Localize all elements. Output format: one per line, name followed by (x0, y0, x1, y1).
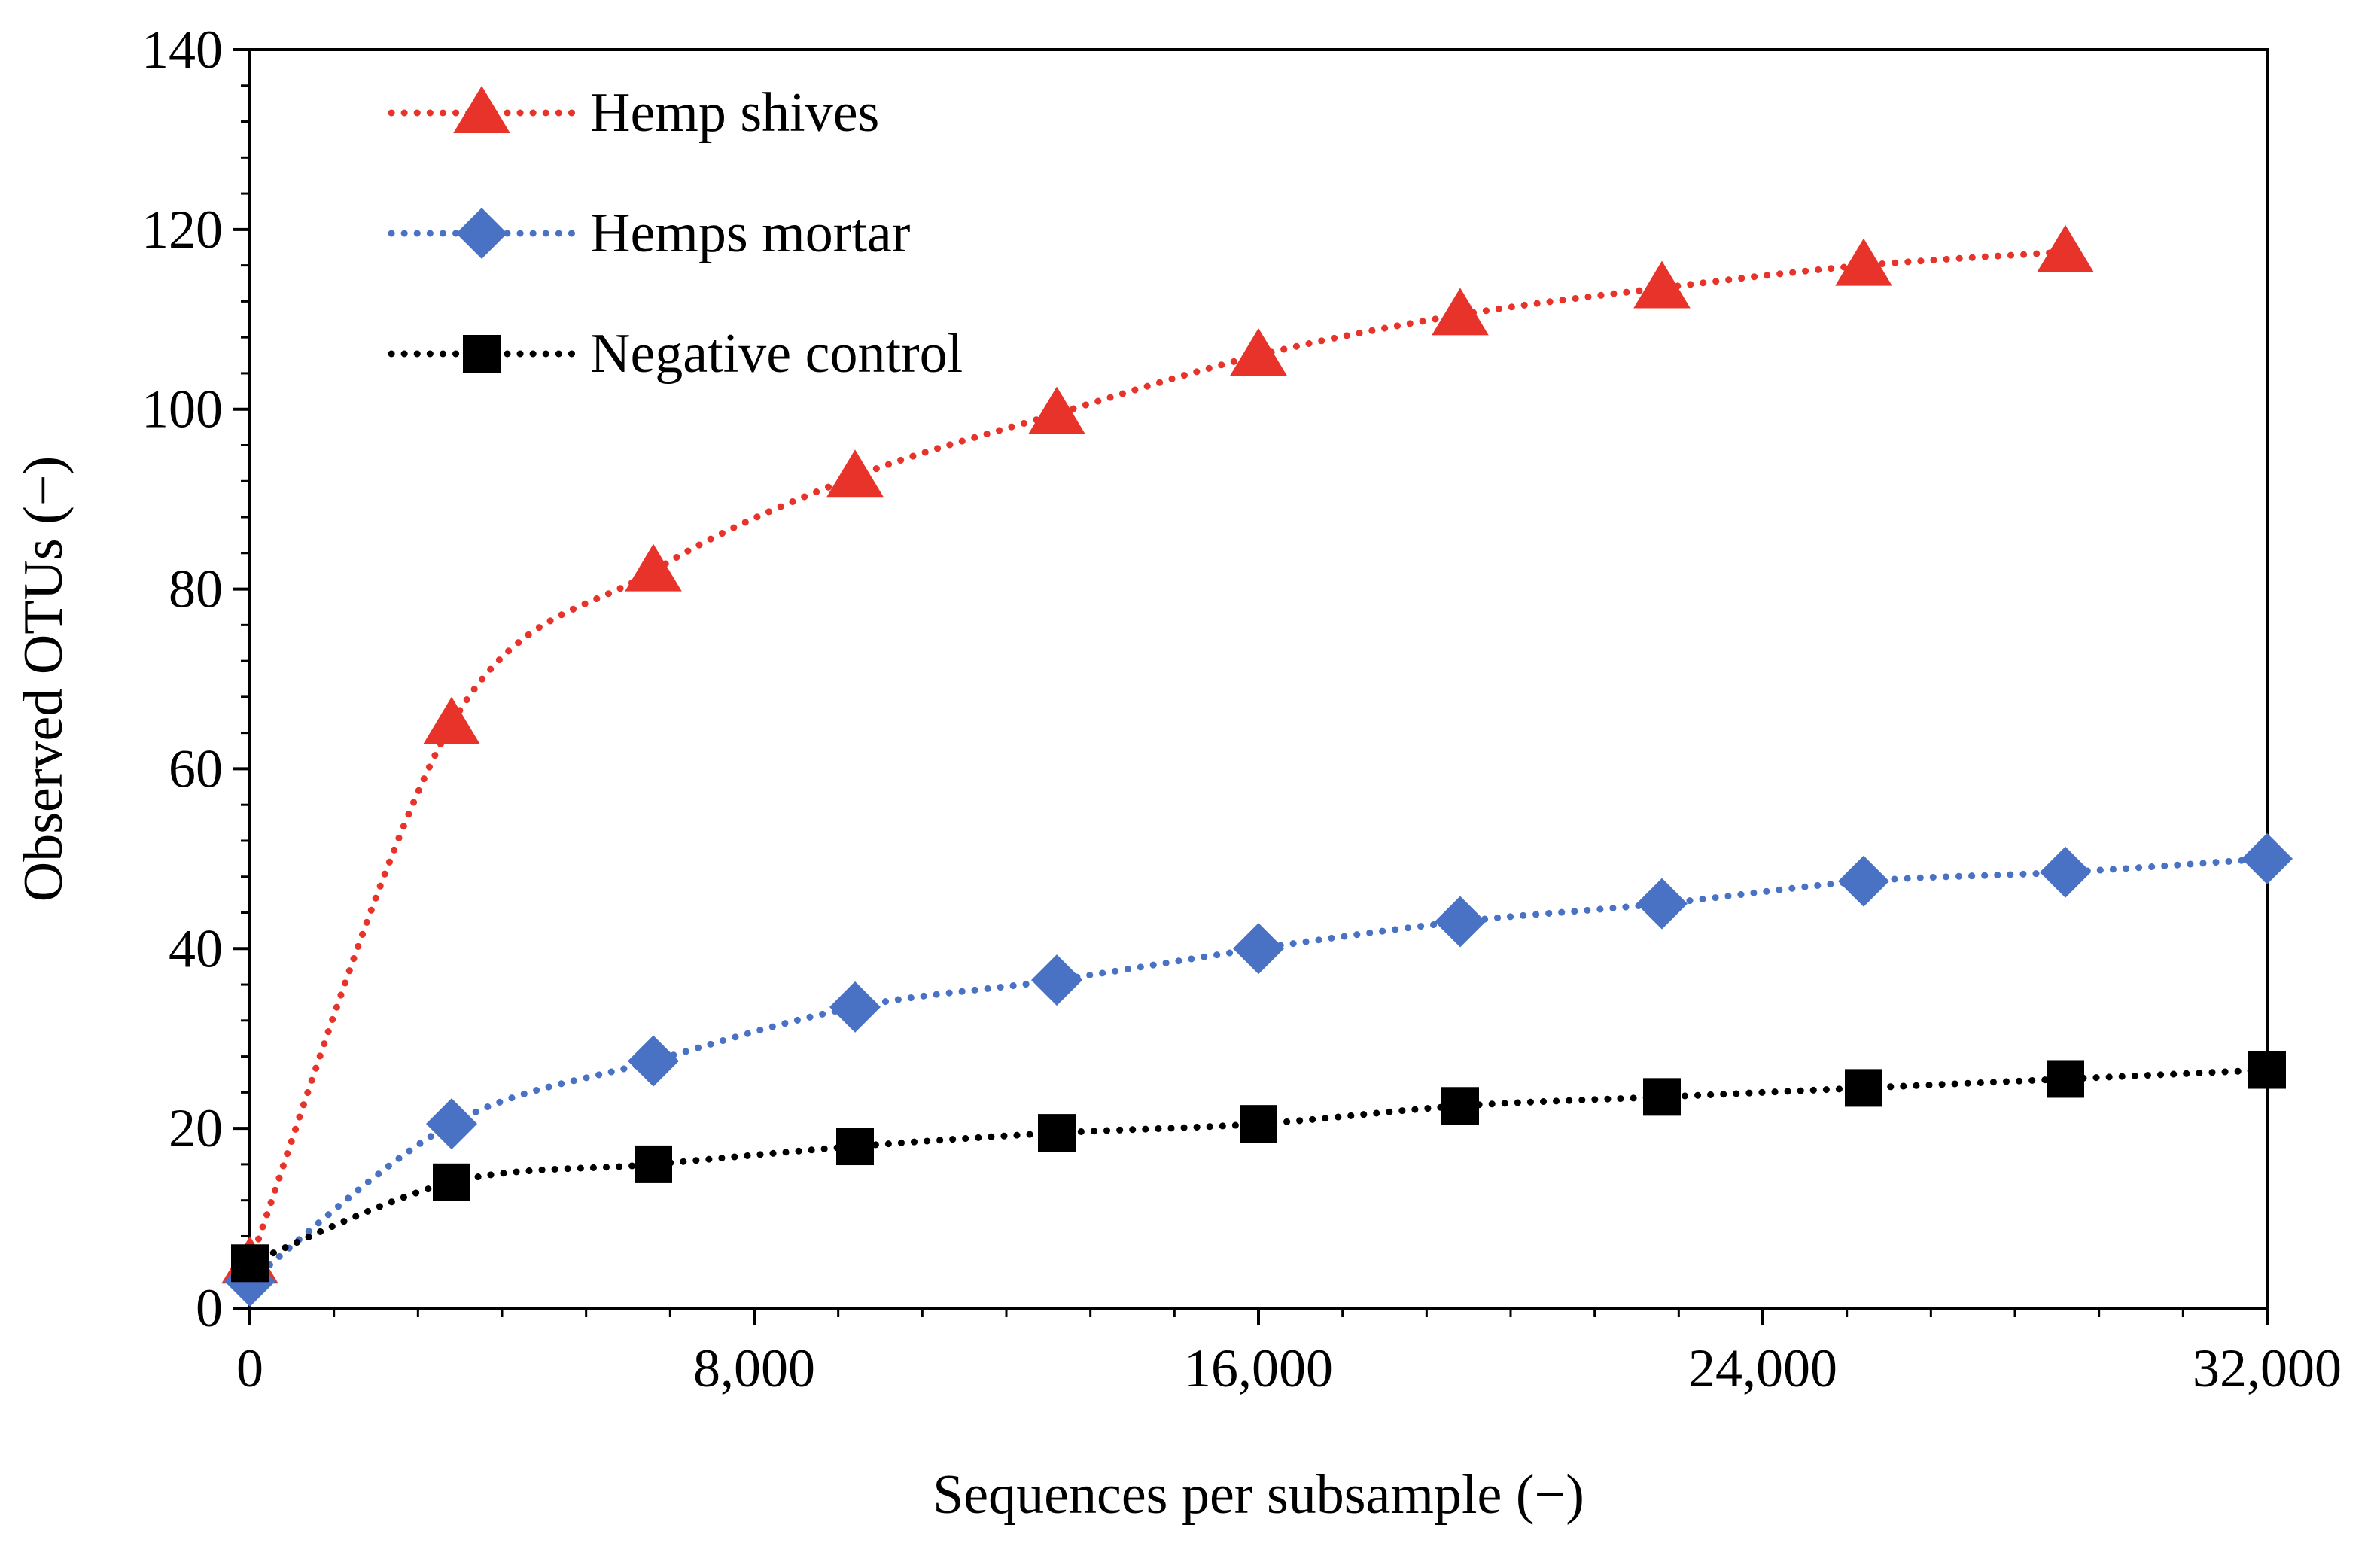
data-point (231, 1244, 269, 1283)
x-tick-label: 32,000 (2193, 1338, 2342, 1398)
data-point (635, 1145, 672, 1183)
data-point (1240, 1105, 1277, 1143)
data-point (1435, 896, 1486, 948)
data-point (2037, 224, 2094, 272)
data-point (625, 543, 682, 592)
series-0 (221, 224, 2094, 1284)
data-point (836, 1128, 874, 1166)
data-point (1838, 855, 1889, 907)
data-point (1633, 260, 1691, 309)
data-point (1031, 954, 1082, 1006)
legend-label: Hemps mortar (590, 202, 910, 264)
y-axis-title: Observed OTUs (−) (13, 456, 75, 902)
y-tick-label: 140 (142, 20, 223, 80)
data-point (1845, 1069, 1882, 1107)
legend-marker (453, 86, 510, 133)
data-point (1643, 1078, 1681, 1116)
data-point (2040, 846, 2091, 898)
series-layer (221, 224, 2293, 1307)
x-tick-label: 24,000 (1688, 1338, 1837, 1398)
series-2 (231, 1051, 2286, 1283)
y-tick-label: 80 (169, 559, 223, 619)
data-point (426, 1098, 477, 1150)
x-tick-label: 0 (236, 1338, 263, 1398)
data-point (2047, 1060, 2084, 1098)
data-point (2248, 1051, 2286, 1089)
y-tick-label: 20 (169, 1098, 223, 1158)
y-tick-label: 0 (196, 1278, 223, 1338)
data-point (1038, 1114, 1076, 1152)
data-point (826, 449, 884, 498)
legend-marker (463, 335, 501, 373)
series-line (246, 1067, 2271, 1267)
data-point (1028, 386, 1085, 434)
y-tick-label: 100 (142, 379, 223, 440)
data-point (1230, 328, 1287, 376)
legend: Hemp shives Hemps mortar Negative control (388, 82, 963, 385)
data-point (433, 1163, 470, 1201)
data-point (829, 981, 881, 1033)
data-point (1432, 288, 1489, 336)
data-point (1233, 923, 1284, 975)
y-tick-label: 40 (169, 918, 223, 978)
x-tick-label: 16,000 (1184, 1338, 1333, 1398)
x-tick-label: 8,000 (693, 1338, 815, 1398)
data-point (423, 696, 480, 744)
y-tick-label: 60 (169, 738, 223, 799)
series-1 (224, 832, 2293, 1307)
data-point (1441, 1087, 1479, 1125)
series-line (246, 248, 2069, 1267)
legend-label: Negative control (590, 323, 963, 385)
x-axis-title: Sequences per subsample (−) (933, 1464, 1584, 1526)
series-line (246, 855, 2271, 1285)
y-tick-label: 120 (142, 199, 223, 260)
legend-label: Hemp shives (590, 82, 879, 144)
plot-area: 0 20 40 60 80 100 120 140 0 8,000 16,000 24,000 32,0… (142, 20, 2342, 1398)
data-point (1835, 238, 1892, 286)
data-point (628, 1035, 679, 1087)
legend-marker (456, 208, 507, 259)
data-point (2242, 832, 2293, 884)
data-point (1636, 878, 1688, 930)
